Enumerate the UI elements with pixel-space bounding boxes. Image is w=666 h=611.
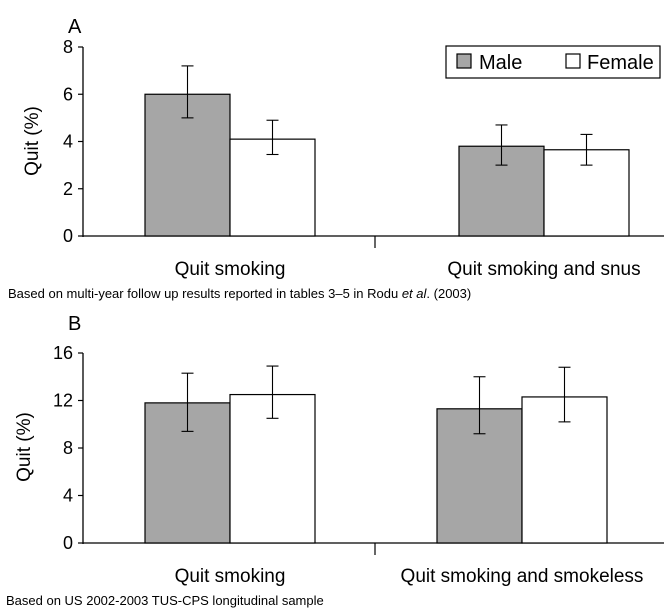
panel-b-y-tick-label: 4 [63, 486, 73, 506]
legend-label-female: Female [587, 52, 654, 74]
panel-b-label: B [68, 313, 81, 335]
panel-a-category-label: Quit smoking [175, 259, 286, 280]
panel-a-y-tick-label: 8 [63, 37, 73, 57]
panel-a-y-tick-label: 2 [63, 179, 73, 199]
panel-b-caption: Based on US 2002-2003 TUS-CPS longitudin… [6, 593, 324, 608]
panel-b-bars [144, 365, 608, 544]
panel-a-y-axis-label: Quit (%) [22, 106, 43, 176]
panel-a-bars [144, 65, 630, 237]
legend-swatch-female [565, 53, 581, 69]
panel-a-category-label: Quit smoking and snus [447, 259, 640, 280]
panel-b-category-label: Quit smoking [175, 566, 286, 587]
panel-b-y-tick-label: 12 [53, 391, 73, 411]
panel-a-bar-female [229, 138, 316, 237]
panel-b-y-tick-label: 0 [63, 533, 73, 553]
panel-a-caption: Based on multi-year follow up results re… [8, 286, 471, 301]
panel-a-label: A [68, 16, 82, 38]
panel-a-y-tick-label: 6 [63, 84, 73, 104]
panel-a-y-tick-label: 0 [63, 226, 73, 246]
panel-b-y-tick-label: 16 [53, 343, 73, 363]
panel-b-category-label: Quit smoking and smokeless [401, 566, 644, 587]
panel-a-y-tick-label: 4 [63, 132, 73, 152]
legend-label-male: Male [479, 52, 522, 74]
panel-b: B Quit (%) 0 4 8 12 16 Quit smoking Quit smo… [6, 313, 664, 608]
legend-swatch-male [456, 53, 472, 69]
panel-b-bar-female [229, 393, 316, 544]
panel-a: A Quit (%) 0 2 4 6 8 Quit smoking Quit smoki… [8, 16, 664, 301]
panel-b-y-tick-label: 8 [63, 438, 73, 458]
legend: Male Female [445, 45, 661, 79]
panel-b-y-axis-label: Quit (%) [14, 412, 35, 482]
